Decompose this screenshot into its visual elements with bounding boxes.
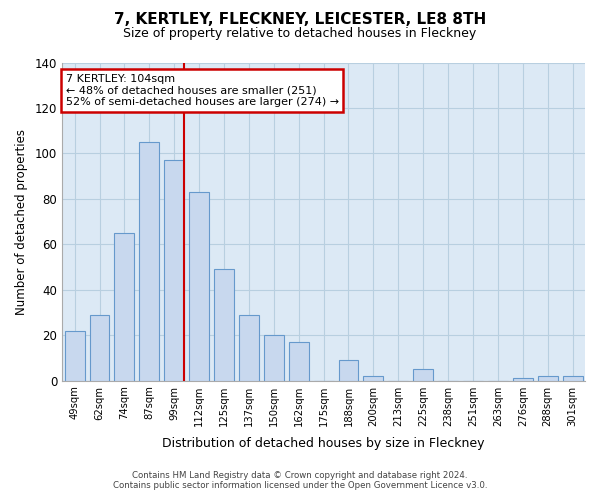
Bar [189, 192, 209, 380]
Bar [164, 160, 184, 380]
Bar [513, 378, 533, 380]
Bar [139, 142, 159, 380]
Text: 7 KERTLEY: 104sqm
← 48% of detached houses are smaller (251)
52% of semi-detache: 7 KERTLEY: 104sqm ← 48% of detached hous… [66, 74, 339, 107]
Bar [413, 370, 433, 380]
Text: Contains HM Land Registry data © Crown copyright and database right 2024.
Contai: Contains HM Land Registry data © Crown c… [113, 470, 487, 490]
Bar [289, 342, 308, 380]
Y-axis label: Number of detached properties: Number of detached properties [15, 128, 28, 314]
Text: Size of property relative to detached houses in Fleckney: Size of property relative to detached ho… [124, 28, 476, 40]
Bar [538, 376, 557, 380]
Bar [65, 330, 85, 380]
Bar [89, 314, 109, 380]
Bar [364, 376, 383, 380]
Bar [264, 335, 284, 380]
X-axis label: Distribution of detached houses by size in Fleckney: Distribution of detached houses by size … [163, 437, 485, 450]
Bar [115, 233, 134, 380]
Bar [239, 314, 259, 380]
Bar [338, 360, 358, 380]
Bar [214, 270, 234, 380]
Text: 7, KERTLEY, FLECKNEY, LEICESTER, LE8 8TH: 7, KERTLEY, FLECKNEY, LEICESTER, LE8 8TH [114, 12, 486, 28]
Bar [563, 376, 583, 380]
